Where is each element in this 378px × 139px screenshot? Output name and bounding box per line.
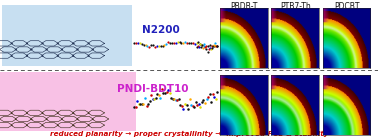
Text: PDCBT: PDCBT	[334, 2, 359, 11]
FancyBboxPatch shape	[2, 5, 132, 66]
Text: PNDI-BDT10: PNDI-BDT10	[117, 84, 189, 94]
Text: reduced planarity → proper crystallinity →  improved PCE & stability: reduced planarity → proper crystallinity…	[50, 131, 328, 137]
Text: PBDB-T: PBDB-T	[230, 2, 257, 11]
Text: N2200: N2200	[142, 25, 180, 35]
Text: PTB7-Th: PTB7-Th	[280, 2, 311, 11]
Polygon shape	[0, 72, 136, 131]
